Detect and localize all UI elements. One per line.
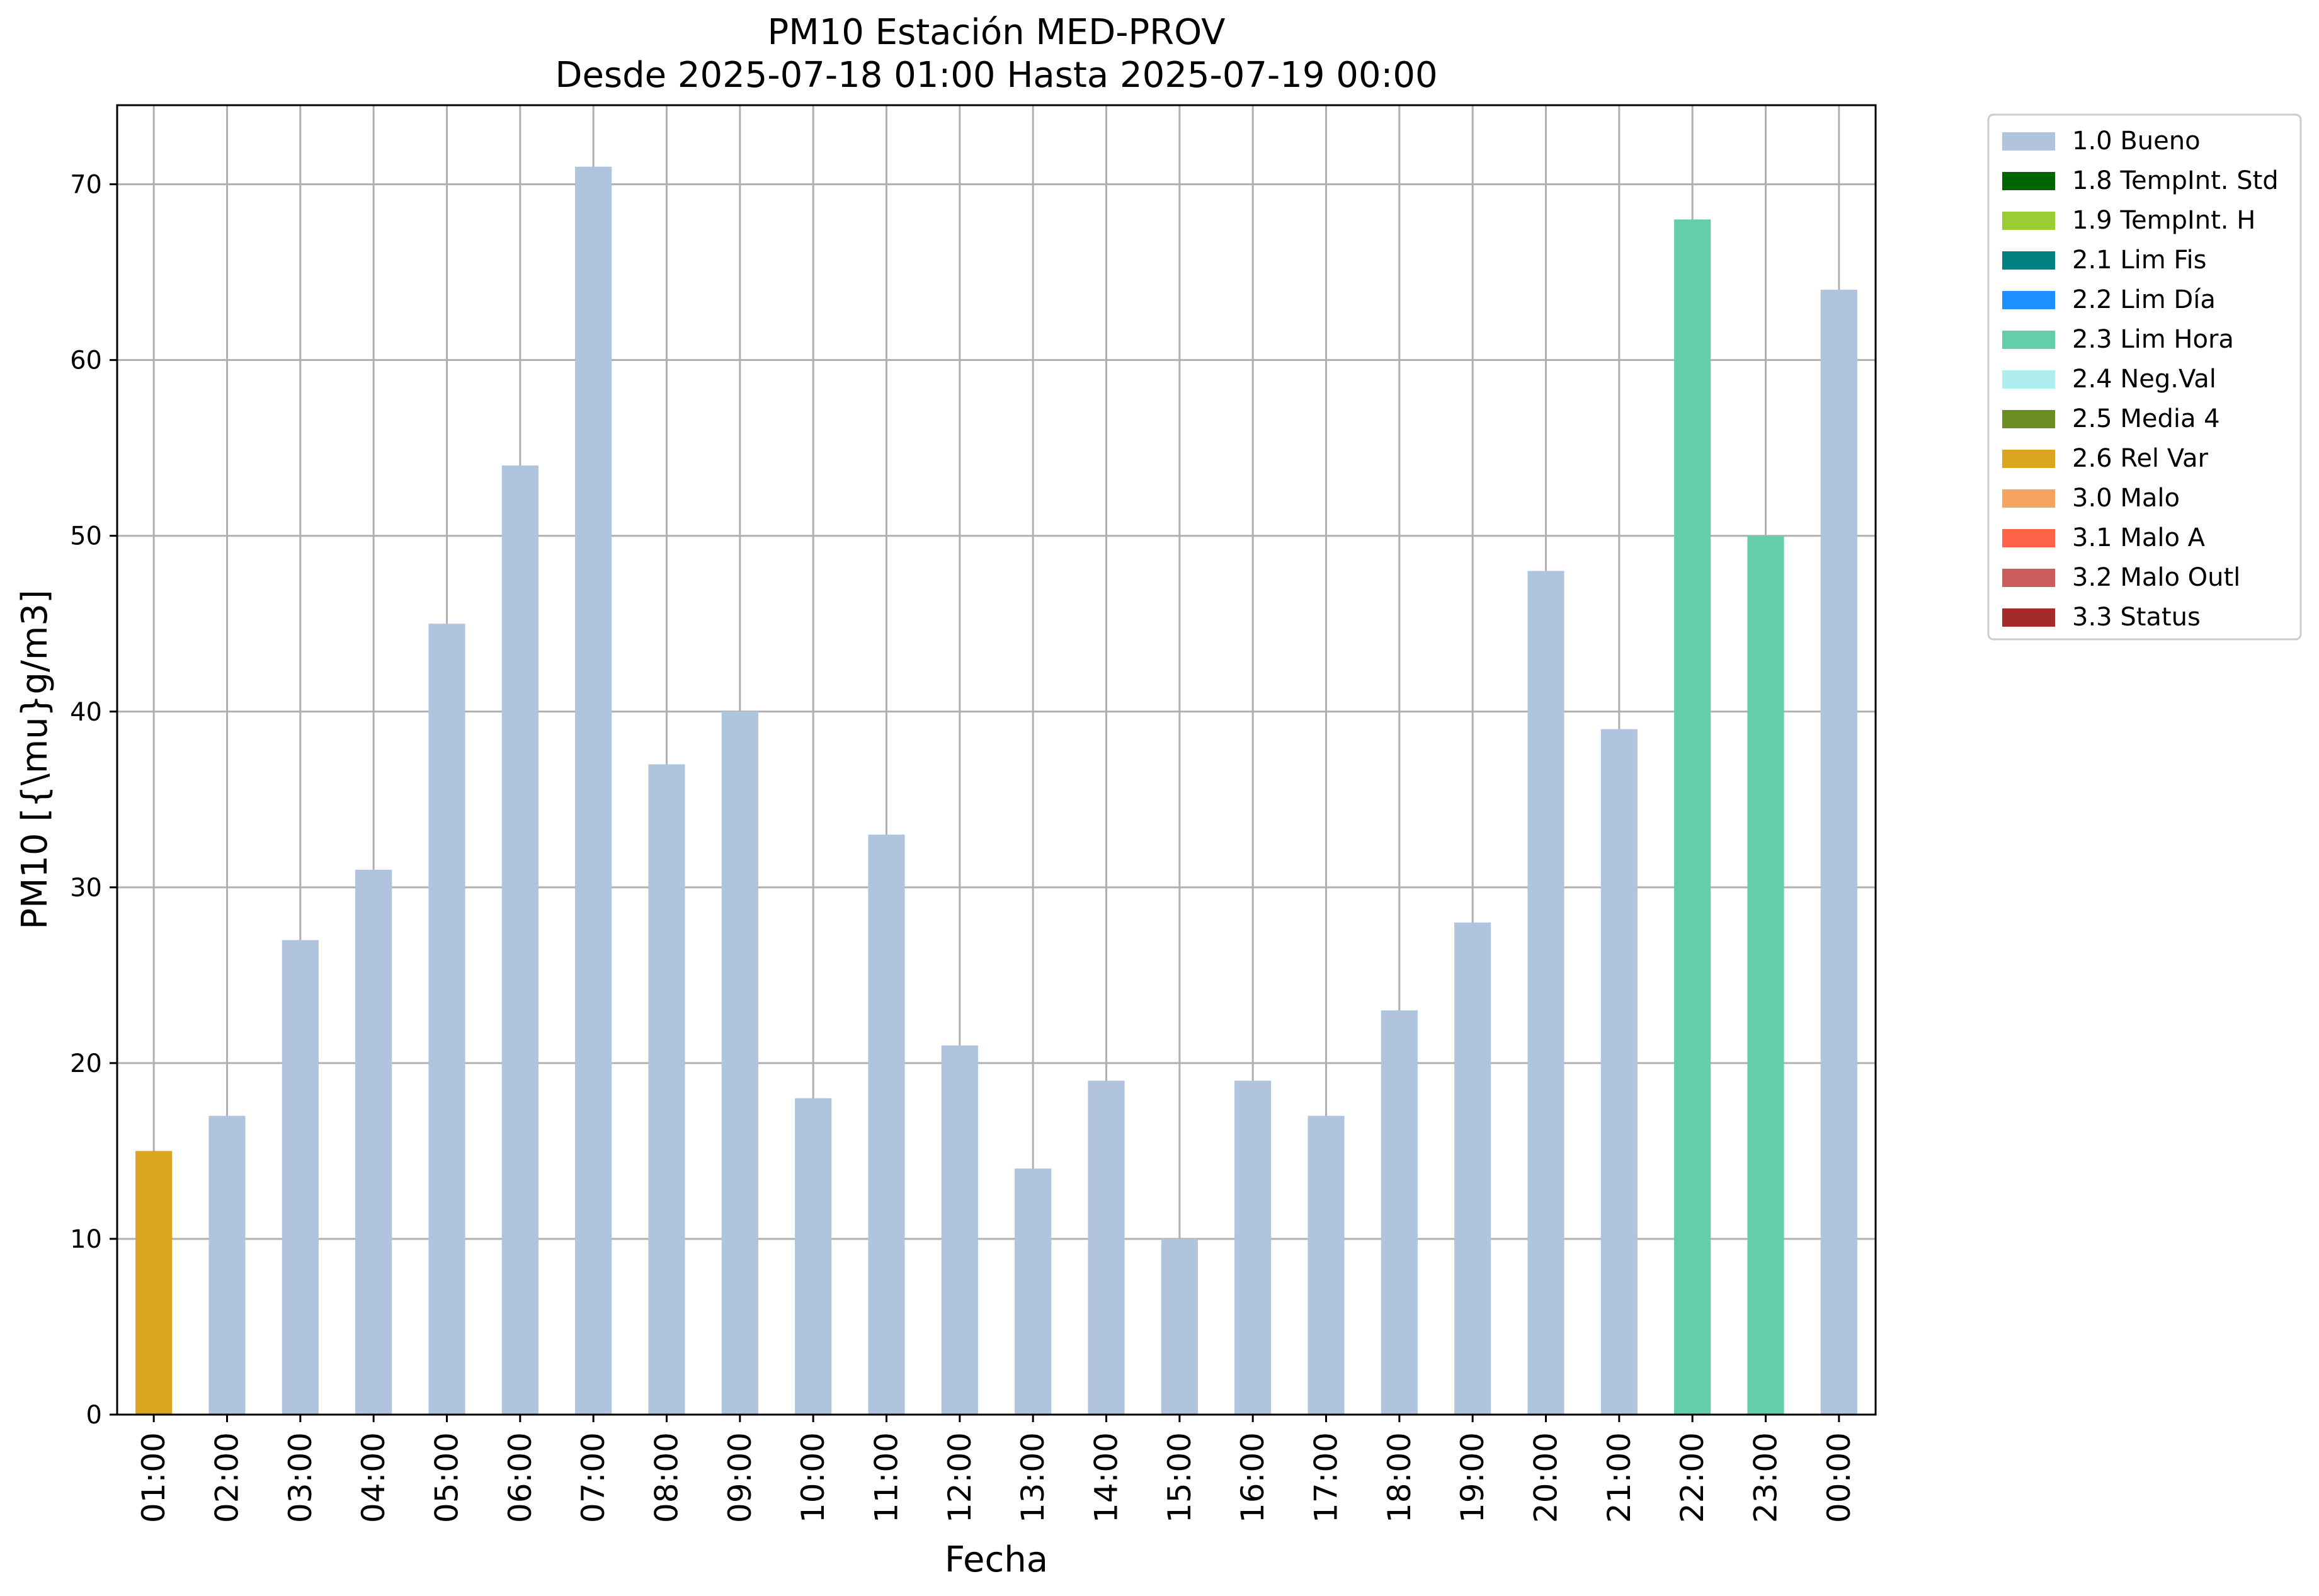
y-tick-label: 0: [86, 1401, 102, 1430]
x-tick-label: 05:00: [429, 1432, 465, 1523]
legend-swatch: [2002, 529, 2055, 547]
legend-label: 1.9 TempInt. H: [2072, 206, 2255, 235]
bar-0700: [575, 166, 612, 1415]
x-axis-label: Fecha: [945, 1539, 1048, 1580]
legend-swatch: [2002, 172, 2055, 190]
y-tick-label: 10: [70, 1225, 102, 1254]
y-tick-label: 30: [70, 874, 102, 903]
bar-0400: [355, 869, 392, 1415]
bar-1600: [1234, 1080, 1272, 1415]
bar-0100: [135, 1151, 173, 1415]
legend: 1.0 Bueno 1.8 TempInt. Std 1.9 TempInt. H 2…: [1987, 113, 2302, 641]
legend-swatch: [2002, 410, 2055, 428]
bar-2000: [1527, 571, 1564, 1415]
legend-items: 1.0 Bueno 1.8 TempInt. Std 1.9 TempInt. H 2…: [2002, 127, 2279, 632]
x-tick-label: 04:00: [355, 1432, 392, 1523]
y-tick-label: 60: [70, 346, 102, 375]
x-axis-ticks: 01:00 02:00 03:00 04:00 05:00 06:00 07:00 08:00…: [135, 1415, 1857, 1523]
bar-1700: [1308, 1115, 1345, 1415]
chart-subtitle: Desde 2025-07-18 01:00 Hasta 2025-07-19 …: [555, 55, 1437, 96]
legend-label: 2.4 Neg.Val: [2072, 365, 2216, 394]
legend-swatch: [2002, 331, 2055, 349]
legend-label: 1.0 Bueno: [2072, 127, 2201, 156]
x-tick-label: 03:00: [282, 1432, 319, 1523]
bars: [135, 166, 1857, 1415]
legend-label: 2.5 Media 4: [2072, 404, 2220, 433]
bar-1500: [1161, 1238, 1198, 1415]
bar-1000: [795, 1098, 832, 1415]
legend-label: 3.1 Malo A: [2072, 523, 2206, 552]
x-tick-label: 02:00: [209, 1432, 246, 1523]
x-tick-label: 13:00: [1015, 1432, 1051, 1523]
legend-label: 1.8 TempInt. Std: [2072, 166, 2279, 195]
legend-swatch: [2002, 291, 2055, 309]
bar-1800: [1381, 1010, 1418, 1415]
y-tick-label: 50: [70, 522, 102, 551]
legend-swatch: [2002, 212, 2055, 230]
legend-swatch: [2002, 569, 2055, 587]
x-tick-label: 12:00: [942, 1432, 978, 1523]
bar-1900: [1454, 922, 1491, 1415]
y-tick-label: 70: [70, 171, 102, 200]
x-tick-label: 19:00: [1454, 1432, 1491, 1523]
legend-label: 3.3 Status: [2072, 603, 2201, 632]
legend-swatch: [2002, 132, 2055, 151]
y-axis-label: PM10 [{\mu}g/m3]: [14, 590, 55, 930]
x-tick-label: 14:00: [1088, 1432, 1125, 1523]
bar-2100: [1600, 729, 1638, 1415]
x-tick-label: 08:00: [649, 1432, 685, 1523]
x-tick-label: 22:00: [1674, 1432, 1711, 1523]
x-tick-label: 17:00: [1308, 1432, 1345, 1523]
legend-swatch: [2002, 608, 2055, 627]
x-tick-label: 21:00: [1601, 1432, 1638, 1523]
y-axis-ticks: 0 10 20 30 40 50 60 70: [70, 171, 117, 1430]
legend-label: 3.0 Malo: [2072, 484, 2180, 513]
legend-swatch: [2002, 251, 2055, 270]
chart-title: PM10 Estación MED-PROV: [768, 12, 1226, 53]
bar-0600: [501, 465, 538, 1415]
x-tick-label: 06:00: [502, 1432, 538, 1523]
bar-2200: [1674, 219, 1711, 1415]
bar-0500: [428, 624, 465, 1415]
bar-0900: [721, 711, 758, 1415]
x-tick-label: 15:00: [1161, 1432, 1198, 1523]
plot-frame: [116, 104, 1877, 1416]
legend-frame: [1987, 113, 2302, 641]
legend-label: 3.2 Malo Outl: [2072, 563, 2240, 592]
y-tick-label: 20: [70, 1049, 102, 1078]
x-tick-label: 11:00: [869, 1432, 905, 1523]
y-tick-label: 40: [70, 698, 102, 727]
bar-0000: [1820, 290, 1857, 1415]
x-tick-label: 10:00: [795, 1432, 831, 1523]
bar-1300: [1015, 1168, 1052, 1415]
x-tick-label: 23:00: [1748, 1432, 1784, 1523]
x-tick-label: 07:00: [575, 1432, 612, 1523]
bar-0800: [648, 764, 685, 1415]
legend-label: 2.3 Lim Hora: [2072, 325, 2234, 354]
bar-1100: [868, 835, 905, 1415]
bar-0200: [208, 1115, 246, 1415]
x-tick-label: 20:00: [1528, 1432, 1564, 1523]
x-tick-label: 18:00: [1381, 1432, 1418, 1523]
legend-swatch: [2002, 450, 2055, 468]
legend-swatch: [2002, 370, 2055, 389]
bar-1200: [941, 1045, 978, 1415]
x-tick-label: 09:00: [722, 1432, 758, 1523]
legend-label: 2.2 Lim Día: [2072, 285, 2216, 314]
legend-label: 2.1 Lim Fis: [2072, 246, 2206, 275]
bar-1400: [1088, 1080, 1125, 1415]
x-tick-label: 01:00: [135, 1432, 172, 1523]
bar-2300: [1747, 535, 1784, 1415]
x-tick-label: 16:00: [1234, 1432, 1271, 1523]
legend-label: 2.6 Rel Var: [2072, 444, 2209, 473]
x-tick-label: 00:00: [1821, 1432, 1857, 1523]
legend-swatch: [2002, 489, 2055, 508]
bar-0300: [282, 940, 319, 1415]
